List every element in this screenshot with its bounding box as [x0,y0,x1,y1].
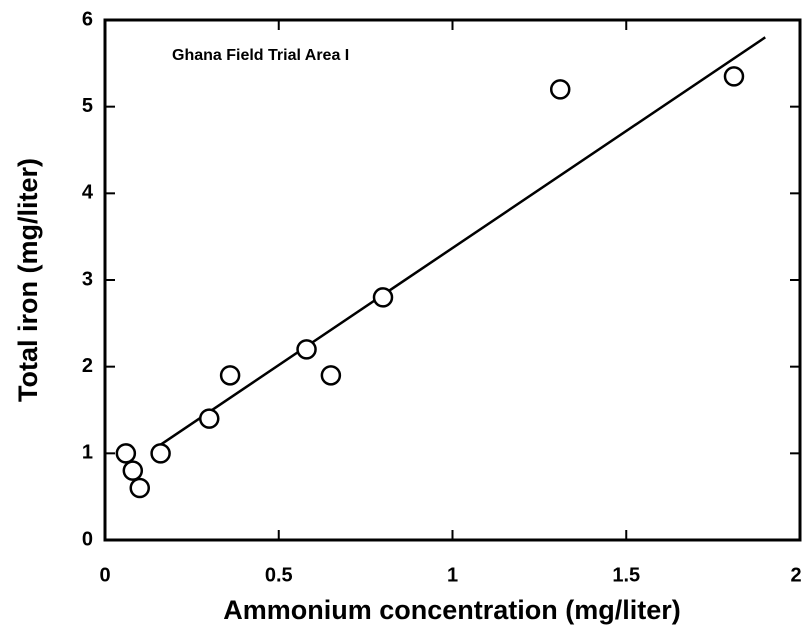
x-tick-label: 1 [447,564,458,586]
fit-line [159,36,766,446]
x-axis-label: Ammonium concentration (mg/liter) [223,595,681,625]
y-tick-label: 6 [82,8,93,30]
data-point [219,365,241,386]
x-tick-label: 0.5 [265,564,293,586]
x-tick-label: 0 [99,564,110,586]
y-tick-label: 5 [82,95,93,117]
data-point [320,365,342,386]
plot-frame [103,18,802,542]
y-tick-label: 0 [82,528,93,550]
y-axis-label: Total iron (mg/liter) [13,158,43,402]
data-point [549,79,571,100]
data-point [122,460,144,481]
data-point [129,477,150,499]
y-tick-label: 4 [82,182,94,204]
x-tick-label: 1.5 [612,564,640,586]
data-point [723,66,745,87]
data-point [115,443,137,464]
chart-title: Ghana Field Trial Area I [172,47,349,64]
data-point [199,408,220,429]
x-tick-label: 2 [790,564,801,586]
data-point [372,287,394,308]
data-point [150,443,171,464]
y-tick-label: 2 [82,355,93,377]
data-point [296,339,317,360]
y-tick-label: 3 [82,268,93,290]
y-tick-label: 1 [82,442,93,464]
